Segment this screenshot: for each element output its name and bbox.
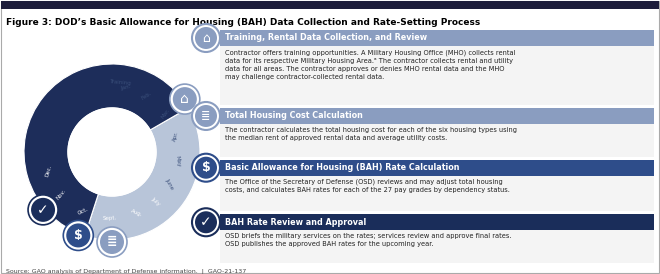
Circle shape	[68, 108, 156, 196]
Text: Basic Allowance for Housing (BAH) Rate Calculation: Basic Allowance for Housing (BAH) Rate C…	[225, 163, 459, 172]
FancyBboxPatch shape	[220, 30, 654, 46]
Text: ≣: ≣	[107, 235, 117, 249]
Circle shape	[173, 87, 197, 111]
Circle shape	[31, 198, 55, 222]
FancyBboxPatch shape	[220, 46, 654, 105]
Text: Training, Rental Data Collection, and Review: Training, Rental Data Collection, and Re…	[225, 33, 427, 42]
Circle shape	[97, 227, 127, 257]
Wedge shape	[84, 108, 200, 240]
Text: The Office of the Secretary of Defense (OSD) reviews and may adjust total housin: The Office of the Secretary of Defense (…	[225, 179, 510, 193]
Text: ≣: ≣	[201, 111, 211, 121]
FancyBboxPatch shape	[220, 176, 654, 211]
Circle shape	[63, 221, 93, 250]
FancyBboxPatch shape	[220, 124, 654, 157]
Circle shape	[100, 230, 124, 254]
Circle shape	[28, 195, 58, 225]
Text: Nov.: Nov.	[55, 188, 67, 201]
Text: Source: GAO analysis of Department of Defense information.  |  GAO-21-137: Source: GAO analysis of Department of De…	[6, 268, 246, 273]
Text: Apr.: Apr.	[172, 130, 180, 142]
Text: Aug.: Aug.	[130, 209, 143, 218]
Text: Feb.: Feb.	[141, 91, 153, 101]
Wedge shape	[24, 64, 188, 236]
Text: Training: Training	[109, 79, 131, 85]
Text: OSD briefs the military services on the rates; services review and approve final: OSD briefs the military services on the …	[225, 233, 512, 247]
Circle shape	[195, 211, 217, 233]
Text: Contractor offers training opportunities. A Military Housing Office (MHO) collec: Contractor offers training opportunities…	[225, 49, 515, 79]
FancyBboxPatch shape	[1, 1, 659, 9]
Circle shape	[192, 154, 220, 182]
Text: Mar.: Mar.	[160, 107, 171, 119]
Circle shape	[192, 102, 220, 130]
Text: Figure 3: DOD’s Basic Allowance for Housing (BAH) Data Collection and Rate-Setti: Figure 3: DOD’s Basic Allowance for Hous…	[6, 18, 480, 27]
Text: $: $	[201, 161, 211, 174]
Text: May: May	[174, 155, 181, 167]
Text: ✓: ✓	[200, 215, 212, 229]
FancyBboxPatch shape	[220, 230, 654, 263]
Text: June: June	[164, 178, 175, 190]
Circle shape	[192, 24, 220, 52]
Text: Oct.: Oct.	[77, 207, 89, 216]
Text: $: $	[74, 229, 82, 242]
Text: ⌂: ⌂	[180, 92, 189, 106]
Text: The contractor calculates the total housing cost for each of the six housing typ: The contractor calculates the total hous…	[225, 127, 517, 141]
Text: Sept.: Sept.	[102, 215, 117, 221]
Text: Jan.: Jan.	[120, 84, 131, 91]
Circle shape	[192, 208, 220, 236]
Circle shape	[170, 84, 200, 114]
Text: ✓: ✓	[37, 203, 49, 217]
Circle shape	[66, 223, 90, 247]
Circle shape	[195, 105, 217, 127]
Text: ⌂: ⌂	[202, 32, 210, 44]
Circle shape	[195, 27, 217, 49]
Text: Total Housing Cost Calculation: Total Housing Cost Calculation	[225, 112, 363, 121]
FancyBboxPatch shape	[220, 108, 654, 124]
FancyBboxPatch shape	[220, 214, 654, 230]
Text: July: July	[151, 196, 162, 206]
Text: BAH Rate Review and Approval: BAH Rate Review and Approval	[225, 218, 366, 227]
FancyBboxPatch shape	[220, 160, 654, 176]
Circle shape	[195, 157, 217, 179]
Text: Dec.: Dec.	[44, 164, 53, 177]
